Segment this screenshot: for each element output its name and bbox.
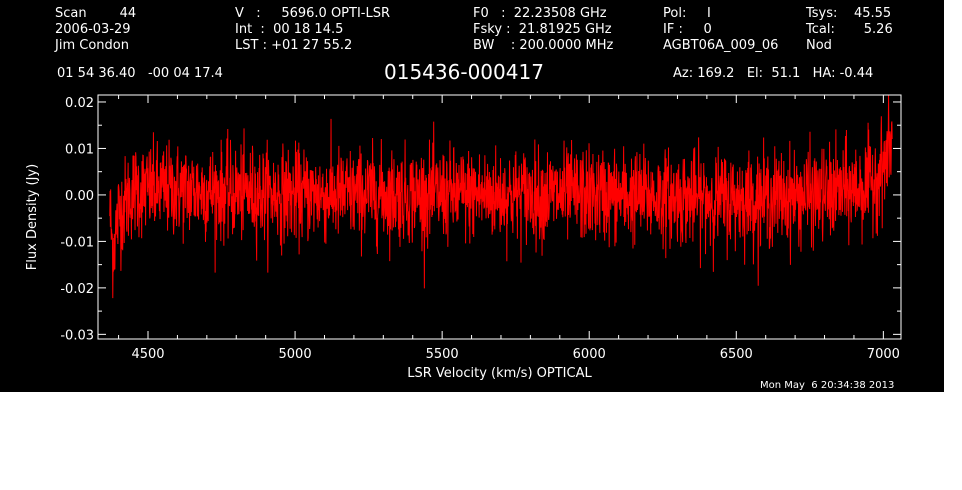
fsky-label: Fsky : 21.81925 GHz xyxy=(473,22,612,37)
y-axis-label: Flux Density (Jy) xyxy=(25,164,40,270)
scan-label: Scan 44 xyxy=(55,6,137,21)
project-label: AGBT06A_009_06 xyxy=(663,38,779,53)
x-tick-label: 4500 xyxy=(131,347,164,362)
y-tick-label: 0.00 xyxy=(65,189,94,204)
spectrum-series-line xyxy=(109,94,893,299)
x-tick-label: 6000 xyxy=(573,347,606,362)
y-tick-label: -0.02 xyxy=(60,282,94,297)
lst-label: LST : +01 27 55.2 xyxy=(235,38,353,53)
tsys-label: Tsys: 45.55 xyxy=(806,6,892,21)
coords-label: 01 54 36.40 -00 04 17.4 xyxy=(57,66,223,81)
spectrum-chart: 4500 5000 5500 6000 6500 7000 -0.03 -0.02 -0.01 0… xyxy=(25,94,902,381)
mode-label: Nod xyxy=(806,38,832,53)
velocity-label: V : 5696.0 OPTI-LSR xyxy=(235,6,391,21)
pol-label: Pol: I xyxy=(663,6,711,21)
x-axis-label: LSR Velocity (km/s) OPTICAL xyxy=(407,366,592,381)
x-tick-label: 5000 xyxy=(279,347,312,362)
observer-label: Jim Condon xyxy=(55,38,129,53)
y-tick-label: -0.01 xyxy=(60,235,94,250)
date-label: 2006-03-29 xyxy=(55,22,131,37)
x-tick-label: 5500 xyxy=(426,347,459,362)
x-tick-label: 7000 xyxy=(867,347,900,362)
y-tick-label: 0.02 xyxy=(65,96,94,111)
timestamp-label: Mon May 6 20:34:38 2013 xyxy=(760,380,895,391)
if-label: IF : 0 xyxy=(663,22,712,37)
plot-frame xyxy=(97,94,902,340)
source-title: 015436-000417 xyxy=(384,60,544,84)
y-tick-label: 0.01 xyxy=(65,142,94,157)
y-tick-label: -0.03 xyxy=(60,328,94,343)
bw-label: BW : 200.0000 MHz xyxy=(473,38,614,53)
azel-label: Az: 169.2 El: 51.1 HA: -0.44 xyxy=(673,66,874,81)
x-tick-label: 6500 xyxy=(720,347,753,362)
int-label: Int : 00 18 14.5 xyxy=(235,22,344,37)
f0-label: F0 : 22.23508 GHz xyxy=(473,6,607,21)
tcal-label: Tcal: 5.26 xyxy=(806,22,893,37)
